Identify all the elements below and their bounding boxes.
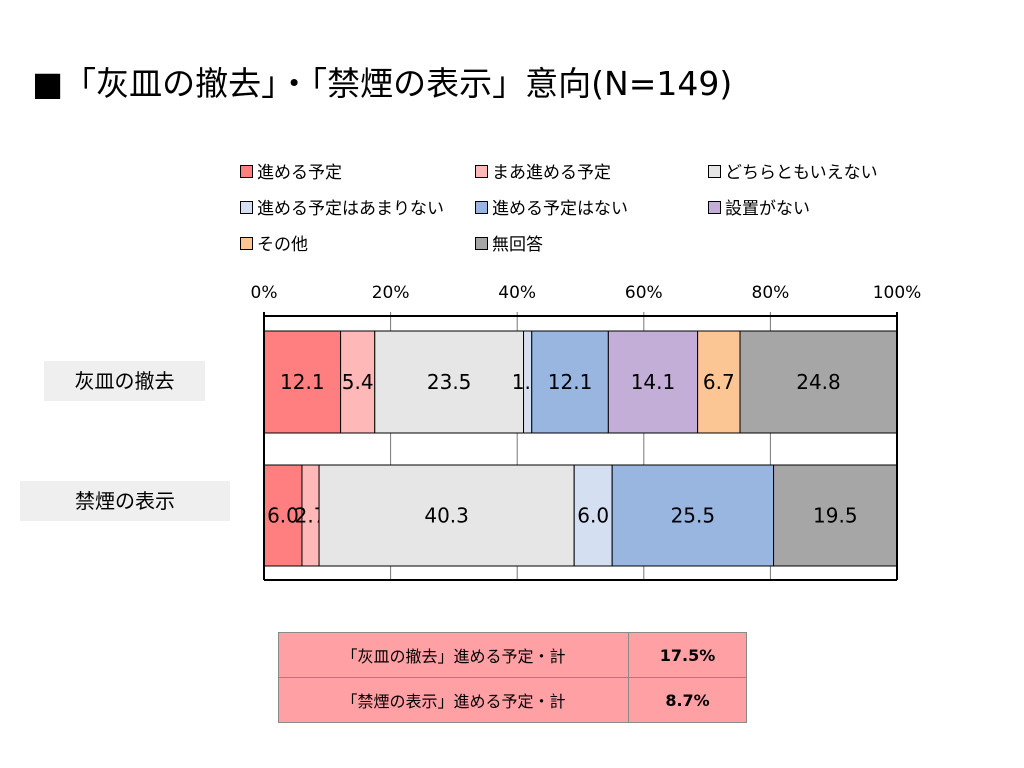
summary-row: 「禁煙の表示」進める予定・計 8.7% [278,677,747,723]
bar-segment [773,464,898,567]
x-tick-label: 20% [372,283,410,303]
legend-item: 進める予定はない [475,196,628,222]
bar-segment [263,330,342,434]
x-tick-label: 60% [625,283,663,303]
legend-label: 設置がない [725,199,810,219]
bar-segment [739,330,898,434]
page-title: ■「灰皿の撤去」・「禁煙の表示」意向(N=149) [32,64,733,103]
data-label: 12.1 [548,370,593,394]
data-label: 14.1 [631,370,676,394]
legend-label: 進める予定 [257,163,342,183]
data-label: 24.8 [796,370,841,394]
summary-value: 8.7% [628,677,747,723]
legend-item: まあ進める予定 [475,160,611,186]
data-label: 12.1 [280,370,325,394]
x-tick-label: 40% [498,283,536,303]
summary-table: 「灰皿の撤去」進める予定・計 17.5% 「禁煙の表示」進める予定・計 8.7% [278,632,747,723]
row-label-ashtray: 灰皿の撤去 [44,361,205,401]
legend-swatch [475,164,488,178]
bar-segment [318,464,575,567]
legend-label: その他 [257,235,308,255]
x-tick-label: 0% [251,283,278,303]
legend-swatch [240,200,253,214]
legend-item: その他 [240,232,308,258]
data-label: 19.5 [813,504,858,528]
data-label: 6.0 [577,504,609,528]
data-label: 40.3 [424,504,469,528]
legend-item: 無回答 [475,232,543,258]
data-label: 5.4 [342,370,374,394]
legend-item: 進める予定 [240,160,342,186]
bar-segment [611,464,775,567]
legend-swatch [708,164,721,178]
legend-swatch [240,236,253,250]
summary-row: 「灰皿の撤去」進める予定・計 17.5% [278,632,747,678]
legend-item: 設置がない [708,196,810,222]
legend-swatch [708,200,721,214]
legend-swatch [240,164,253,178]
legend-label: どちらともいえない [725,163,878,183]
x-tick-label: 100% [873,283,922,303]
legend-label: 無回答 [492,235,543,255]
summary-label: 「禁煙の表示」進める予定・計 [278,677,629,723]
row-label-no-smoking: 禁煙の表示 [20,481,230,521]
data-label: 25.5 [671,504,716,528]
bar-segment [340,330,376,434]
summary-label: 「灰皿の撤去」進める予定・計 [278,632,629,678]
bar-segment [607,330,699,434]
legend-swatch [475,236,488,250]
legend-item: どちらともいえない [708,160,878,186]
chart-legend: 進める予定 まあ進める予定 どちらともいえない 進める予定はあまりない 進める予… [240,160,940,260]
bar-segment [263,464,303,567]
data-label: 23.5 [427,370,472,394]
legend-item: 進める予定はあまりない [240,196,444,222]
legend-label: 進める予定はあまりない [257,199,444,219]
data-label: 6.0 [267,504,299,528]
legend-swatch [475,200,488,214]
legend-label: 進める予定はない [492,199,628,219]
legend-label: まあ進める予定 [492,163,611,183]
bar-segment [531,330,609,434]
summary-value: 17.5% [628,632,747,678]
data-label: 6.7 [703,370,735,394]
bar-segment [374,330,525,434]
x-tick-label: 80% [752,283,790,303]
